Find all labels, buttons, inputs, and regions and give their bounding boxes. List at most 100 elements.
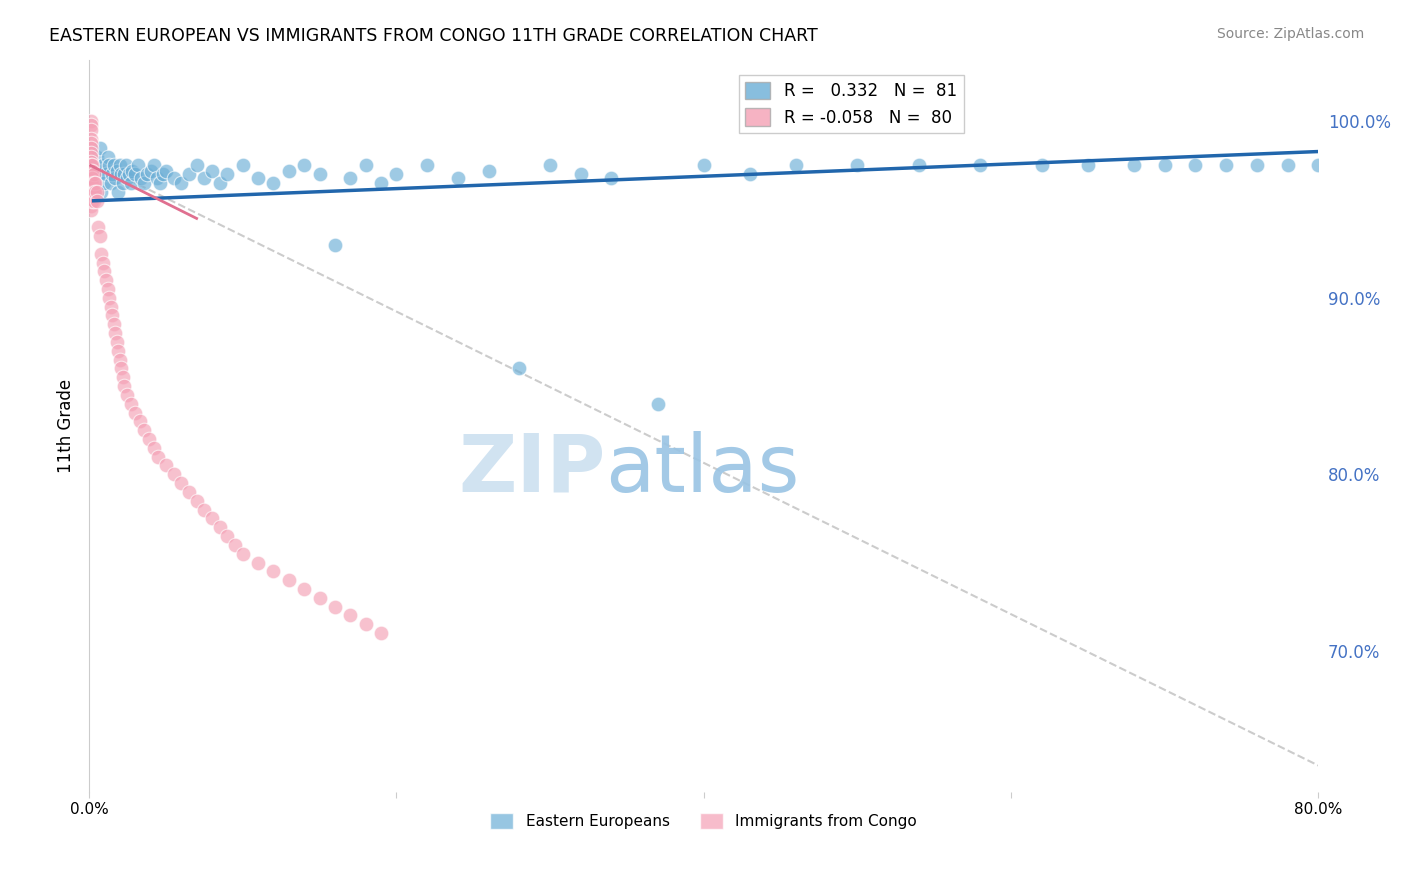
Point bbox=[145, 170, 167, 185]
Point bbox=[84, 185, 107, 199]
Point bbox=[1184, 159, 1206, 173]
Point bbox=[846, 159, 869, 173]
Text: Source: ZipAtlas.com: Source: ZipAtlas.com bbox=[1216, 27, 1364, 41]
Point bbox=[969, 159, 991, 173]
Point bbox=[79, 181, 101, 195]
Point bbox=[110, 361, 132, 376]
Point bbox=[1077, 159, 1099, 173]
Point bbox=[79, 146, 101, 161]
Point bbox=[907, 159, 929, 173]
Point bbox=[139, 163, 162, 178]
Point bbox=[262, 565, 284, 579]
Point bbox=[82, 185, 104, 199]
Point bbox=[83, 185, 105, 199]
Point bbox=[86, 185, 108, 199]
Point bbox=[124, 405, 146, 419]
Point bbox=[370, 176, 392, 190]
Point bbox=[83, 159, 105, 173]
Point bbox=[247, 170, 270, 185]
Point bbox=[262, 176, 284, 190]
Point bbox=[177, 485, 200, 500]
Point bbox=[477, 163, 499, 178]
Point bbox=[170, 476, 193, 491]
Point bbox=[96, 282, 118, 296]
Point bbox=[111, 176, 134, 190]
Point bbox=[96, 150, 118, 164]
Point bbox=[79, 141, 101, 155]
Point bbox=[100, 176, 122, 190]
Point bbox=[177, 167, 200, 181]
Point bbox=[94, 167, 117, 181]
Point bbox=[142, 441, 165, 455]
Point bbox=[107, 185, 129, 199]
Point bbox=[91, 255, 114, 269]
Point bbox=[232, 547, 254, 561]
Point bbox=[79, 199, 101, 213]
Point bbox=[134, 176, 156, 190]
Point bbox=[201, 511, 224, 525]
Point bbox=[98, 159, 121, 173]
Point bbox=[121, 163, 143, 178]
Point bbox=[82, 176, 104, 190]
Point bbox=[155, 163, 177, 178]
Point bbox=[93, 176, 115, 190]
Point bbox=[103, 318, 125, 332]
Point bbox=[277, 573, 299, 587]
Point bbox=[105, 163, 128, 178]
Point bbox=[94, 273, 117, 287]
Point bbox=[82, 159, 104, 173]
Point bbox=[232, 159, 254, 173]
Point bbox=[277, 163, 299, 178]
Point bbox=[79, 114, 101, 128]
Point bbox=[101, 167, 124, 181]
Point bbox=[1399, 159, 1406, 173]
Point bbox=[149, 176, 172, 190]
Point bbox=[785, 159, 807, 173]
Point bbox=[112, 379, 135, 393]
Point bbox=[79, 172, 101, 186]
Point bbox=[1031, 159, 1053, 173]
Point bbox=[117, 388, 139, 402]
Point bbox=[90, 185, 112, 199]
Point bbox=[101, 309, 124, 323]
Point bbox=[208, 176, 231, 190]
Point bbox=[93, 264, 115, 278]
Point bbox=[1277, 159, 1299, 173]
Point bbox=[111, 370, 134, 384]
Point bbox=[100, 300, 122, 314]
Point bbox=[1368, 159, 1391, 173]
Point bbox=[110, 167, 132, 181]
Point bbox=[87, 220, 110, 235]
Point bbox=[128, 414, 150, 428]
Point bbox=[104, 326, 127, 340]
Point bbox=[103, 159, 125, 173]
Point bbox=[79, 190, 101, 204]
Point bbox=[82, 194, 104, 208]
Point bbox=[117, 170, 139, 185]
Point bbox=[224, 538, 246, 552]
Point bbox=[83, 194, 105, 208]
Point bbox=[1337, 159, 1360, 173]
Point bbox=[292, 159, 315, 173]
Point bbox=[127, 159, 149, 173]
Point bbox=[208, 520, 231, 534]
Point bbox=[87, 167, 110, 181]
Point bbox=[247, 556, 270, 570]
Point bbox=[162, 170, 184, 185]
Point bbox=[201, 163, 224, 178]
Point bbox=[339, 170, 361, 185]
Point bbox=[79, 159, 101, 173]
Point bbox=[79, 194, 101, 208]
Point bbox=[82, 163, 104, 178]
Point bbox=[738, 167, 761, 181]
Point bbox=[108, 352, 131, 367]
Point bbox=[84, 176, 107, 190]
Point bbox=[79, 123, 101, 137]
Y-axis label: 11th Grade: 11th Grade bbox=[58, 379, 75, 473]
Point bbox=[104, 170, 127, 185]
Point bbox=[308, 167, 330, 181]
Text: ZIP: ZIP bbox=[458, 431, 606, 508]
Point bbox=[323, 238, 346, 252]
Point bbox=[79, 150, 101, 164]
Legend: Eastern Europeans, Immigrants from Congo: Eastern Europeans, Immigrants from Congo bbox=[484, 807, 924, 836]
